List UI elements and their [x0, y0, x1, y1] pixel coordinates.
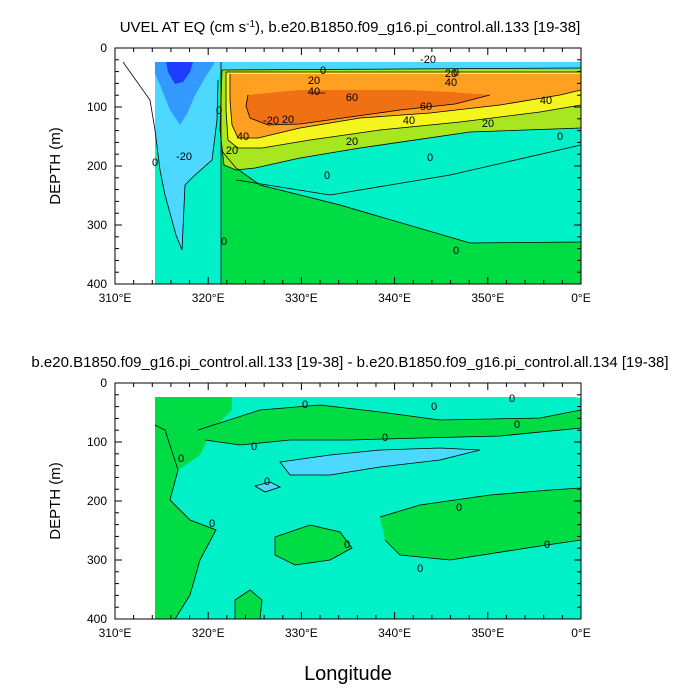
- contour-label: 0: [509, 393, 515, 405]
- contour-label: 0: [302, 399, 308, 411]
- contour-label: 40: [308, 86, 320, 98]
- contour-label: 40: [445, 77, 457, 89]
- contour-label: 0: [209, 518, 215, 530]
- top-panel: UVEL AT EQ (cm s-1), b.e20.B1850.f09_g16…: [47, 19, 591, 305]
- contour-label: 0: [324, 170, 330, 182]
- contour-label: 0: [344, 539, 350, 551]
- contour-label: 20: [445, 68, 457, 80]
- contour-label: 0: [382, 432, 388, 444]
- contour-label: 0: [152, 157, 158, 169]
- contour-label: 0: [264, 476, 270, 488]
- y-tick-label: 300: [87, 218, 107, 232]
- positive-deep-fill: [380, 488, 581, 560]
- y-tick-label: 0: [100, 376, 107, 390]
- bottom-plot-area: [114, 382, 582, 620]
- land-mask: [123, 62, 155, 284]
- contour-label: -20: [176, 151, 192, 163]
- contour-label: 40: [237, 131, 249, 143]
- contour-label: 0: [216, 105, 222, 117]
- bottom-panel: b.e20.B1850.f09_g16.pi_control.all.133 […: [31, 354, 668, 685]
- westward-max-fill: [165, 55, 195, 84]
- contour-label: 20: [282, 114, 294, 126]
- y-tick-label: 400: [87, 277, 107, 291]
- y-tick-label: 100: [87, 100, 107, 114]
- top-plot-area: [114, 47, 582, 285]
- y-tick-label: 100: [87, 435, 107, 449]
- westward-current-fill: [123, 62, 222, 250]
- contour-label: 40: [403, 115, 415, 127]
- top-contour-labels: -20 0 20 40 60 20 40 60 40 20 0 -20 0 20…: [152, 54, 563, 257]
- contour-label: 0: [251, 441, 257, 453]
- y-tick-label: 0: [100, 41, 107, 55]
- contour-label: 20: [308, 75, 320, 87]
- y-tick-label: 200: [87, 159, 107, 173]
- top-y-axis-label: DEPTH (m): [47, 127, 64, 205]
- y-tick-label: 200: [87, 494, 107, 508]
- contour-label: 0: [427, 152, 433, 164]
- contour-label: 0: [514, 419, 520, 431]
- contour-label: -20: [263, 115, 279, 127]
- x-axis-label: Longitude: [304, 663, 392, 685]
- top-axes: 310°E 320°E 330°E 340°E 350°E 0°E010020030040…: [87, 41, 591, 305]
- bottom-panel-title: b.e20.B1850.f09_g16.pi_control.all.133 […: [31, 354, 668, 371]
- contour-label: 40: [540, 95, 552, 107]
- y-tick-label: 400: [87, 612, 107, 626]
- contour-label: 20: [346, 136, 358, 148]
- westward-core-fill: [150, 62, 215, 125]
- contour-label: -20: [420, 54, 436, 66]
- contour-label: 20: [482, 118, 494, 130]
- negative-fill: [280, 448, 480, 475]
- undercurrent-core-fill: [246, 90, 490, 125]
- x-tick-label: 0°E: [571, 626, 590, 640]
- x-tick-label: 320°E: [192, 626, 225, 640]
- x-tick-label: 330°E: [285, 291, 318, 305]
- x-tick-label: 310°E: [99, 291, 132, 305]
- contour-label: 0: [453, 245, 459, 257]
- x-tick-label: 0°E: [571, 291, 590, 305]
- contour-label: 0: [417, 563, 423, 575]
- contour-label: 0: [178, 453, 184, 465]
- x-tick-label: 320°E: [192, 291, 225, 305]
- bottom-y-axis-label: DEPTH (m): [47, 462, 64, 540]
- contour-label: 0: [453, 67, 459, 79]
- bottom-axes: 310°E 320°E 330°E 340°E 350°E 0°E 0 100 200 300 40…: [87, 376, 591, 640]
- x-tick-label: 330°E: [285, 626, 318, 640]
- x-tick-label: 310°E: [99, 626, 132, 640]
- positive-west-fill: [155, 397, 232, 619]
- contour-label: 20: [226, 145, 238, 157]
- contour-label: 0: [544, 539, 550, 551]
- positive-shallow-fill: [198, 405, 581, 445]
- bottom-contour-labels: 0 0 0 0 0 0 0 0 0 0 0 0 0: [178, 393, 550, 575]
- x-tick-label: 340°E: [378, 626, 411, 640]
- contour-label: 60: [346, 92, 358, 104]
- x-tick-label: 350°E: [471, 291, 504, 305]
- x-tick-label: 350°E: [471, 626, 504, 640]
- x-tick-label: 340°E: [378, 291, 411, 305]
- contour-label: 0: [431, 401, 437, 413]
- y-tick-label: 300: [87, 553, 107, 567]
- contour-label: 0: [221, 236, 227, 248]
- contour-label: 0: [557, 131, 563, 143]
- contour-label: 60: [420, 101, 432, 113]
- contour-label: 0: [456, 502, 462, 514]
- contour-label: 0: [320, 65, 326, 77]
- land-mask: [123, 397, 155, 619]
- top-panel-title: UVEL AT EQ (cm s-1), b.e20.B1850.f09_g16…: [120, 19, 581, 36]
